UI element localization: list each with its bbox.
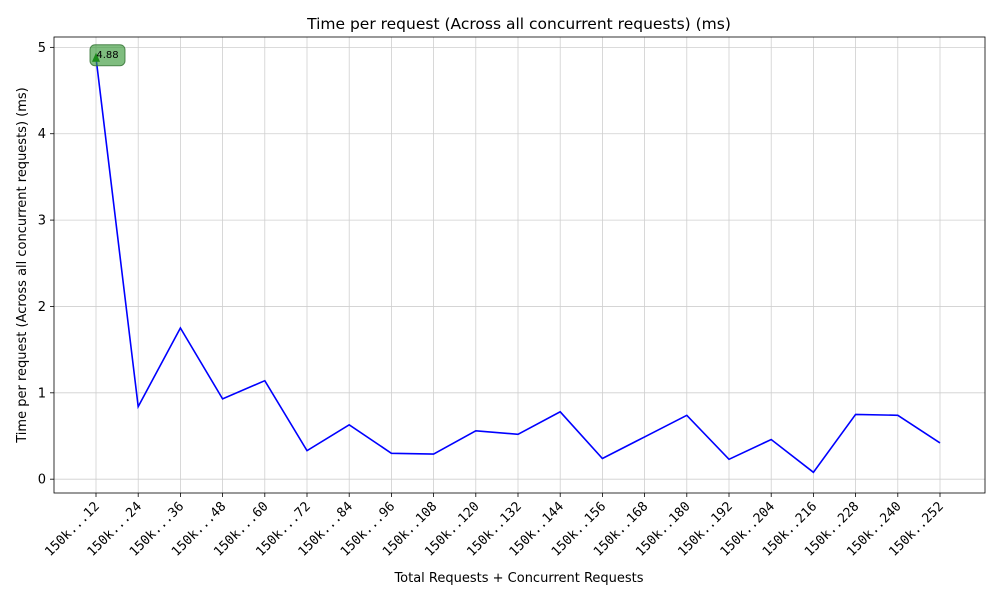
chart-title: Time per request (Across all concurrent … <box>306 15 731 33</box>
y-tick-label: 1 <box>38 386 46 401</box>
y-axis: 0 1 2 3 4 5 <box>38 41 54 488</box>
y-tick-label: 2 <box>38 300 46 315</box>
y-axis-label: Time per request (Across all concurrent … <box>15 87 30 443</box>
y-tick-label: 3 <box>38 214 46 229</box>
series-line <box>95 57 941 474</box>
x-axis: 150k...12150k...24150k...36150k...48150k… <box>42 493 947 560</box>
max-annotation: 4.88 <box>89 44 126 67</box>
y-tick-label: 5 <box>38 41 46 56</box>
y-tick-label: 4 <box>38 127 46 142</box>
annotation-label: 4.88 <box>96 50 118 61</box>
plot-frame <box>53 36 986 494</box>
x-axis-label: Total Requests + Concurrent Requests <box>393 571 643 586</box>
grid-layer <box>54 37 985 493</box>
annotation-arrow-icon <box>92 52 100 62</box>
y-tick-label: 0 <box>38 473 46 488</box>
